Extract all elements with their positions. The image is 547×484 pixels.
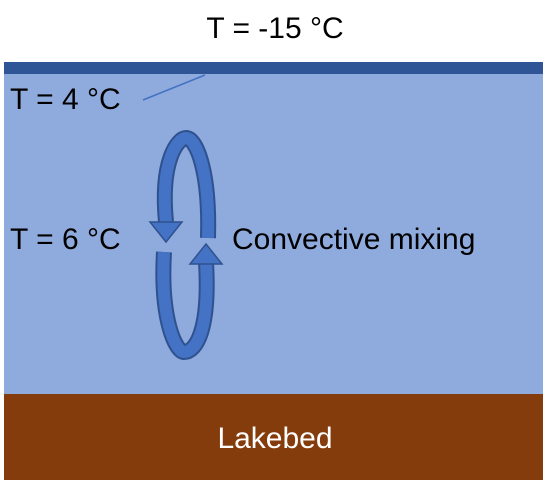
surface-temp: T = 4 °C	[10, 83, 121, 116]
title: T = -15 °C	[206, 12, 343, 45]
diagram: T = -15 °C Lakebed T = 4 °C T = 6 °C Con…	[0, 0, 547, 484]
lakebed-label: Lakebed	[217, 422, 332, 455]
ice-layer	[4, 62, 543, 74]
mixing-label: Convective mixing	[232, 223, 475, 256]
middle-temp: T = 6 °C	[10, 223, 121, 256]
page: T = -15 °C Lakebed T = 4 °C T = 6 °C Con…	[0, 0, 547, 484]
